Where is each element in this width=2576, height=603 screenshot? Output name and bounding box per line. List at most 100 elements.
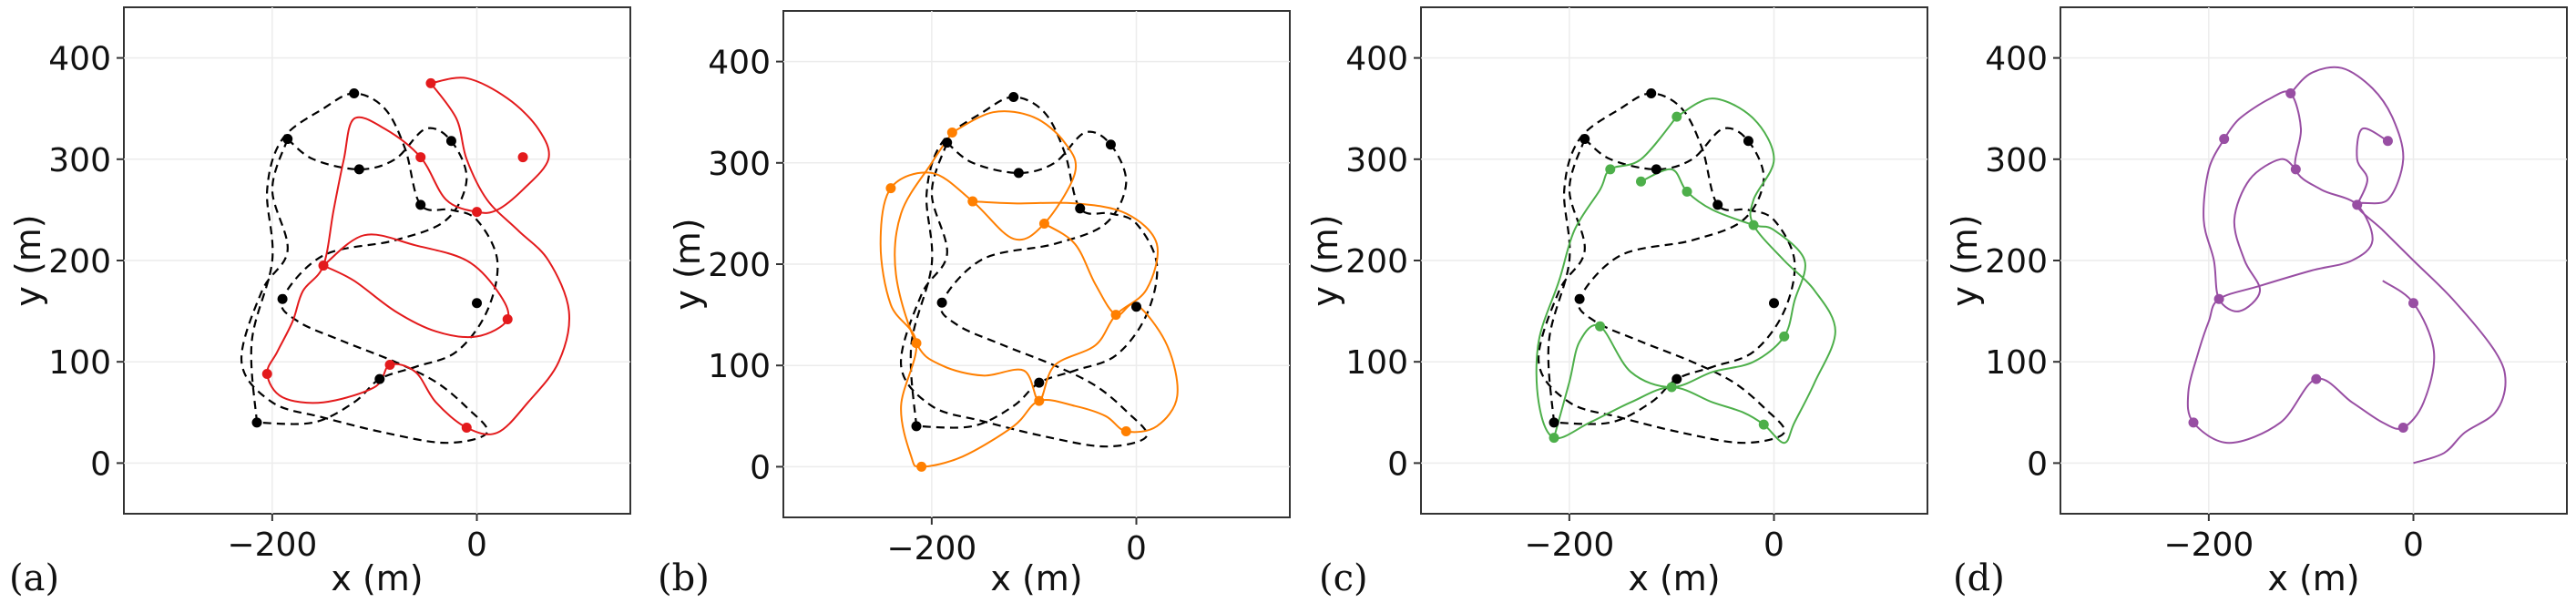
data-point: [1743, 136, 1753, 147]
y-tick-label: 400: [1345, 41, 1408, 78]
data-point: [1605, 164, 1616, 175]
y-tick-label: 0: [750, 449, 771, 486]
data-point: [472, 298, 483, 309]
data-point: [1595, 321, 1606, 332]
plot-content: [1535, 88, 1836, 445]
y-tick-label: 0: [90, 445, 111, 483]
data-point: [415, 152, 426, 163]
data-point: [425, 77, 436, 88]
y-tick-label: 0: [2027, 445, 2048, 483]
data-point: [2213, 293, 2224, 304]
y-tick-label: 100: [1345, 344, 1408, 382]
planned-trajectory: [2203, 138, 2296, 312]
data-point: [2285, 88, 2296, 99]
data-point: [1549, 433, 1559, 444]
data-point: [2290, 164, 2301, 175]
data-point: [1646, 88, 1657, 99]
data-point: [1110, 310, 1121, 321]
planned-trajectory: [2356, 127, 2388, 206]
panel-a: −200 0 0 100 200 300 400 x (m) y (m) (a): [8, 6, 631, 599]
data-point: [472, 207, 483, 218]
x-tick-label: 0: [2403, 526, 2424, 564]
data-point: [384, 360, 395, 371]
y-tick-label: 0: [1387, 445, 1408, 483]
panel-c: −200 0 0 100 200 300 400 x (m) y (m) (c): [1305, 6, 1928, 599]
y-tick-label: 200: [1985, 243, 2048, 281]
x-axis-title: x (m): [990, 558, 1082, 598]
y-tick-label: 300: [708, 146, 771, 183]
data-point: [1671, 111, 1682, 122]
reference-trajectory: [909, 96, 1159, 429]
reference-trajectory: [900, 130, 1149, 448]
panel-label: (b): [658, 557, 710, 599]
data-point: [916, 461, 927, 472]
y-tick-label: 100: [48, 344, 111, 382]
plot-content: [2186, 66, 2507, 465]
x-axis-title: x (m): [1628, 558, 1720, 598]
data-point: [936, 297, 947, 308]
planned-trajectory: [894, 131, 1159, 403]
y-tick-label: 200: [48, 243, 111, 281]
y-axis-title: y (m): [1945, 214, 1985, 306]
planned-trajectory: [266, 77, 570, 435]
panel-label: (a): [9, 557, 59, 599]
data-point: [911, 338, 922, 349]
data-point: [1671, 373, 1682, 384]
data-point: [1579, 134, 1590, 145]
data-point: [353, 164, 364, 175]
data-point: [967, 196, 978, 207]
data-point: [1651, 164, 1661, 175]
data-point: [2219, 134, 2230, 145]
data-point: [282, 134, 293, 145]
data-point: [1038, 219, 1049, 230]
data-point: [251, 417, 262, 428]
data-point: [517, 152, 528, 163]
x-tick-label: 0: [1763, 526, 1784, 564]
data-point: [946, 127, 957, 138]
data-point: [1549, 417, 1559, 428]
data-point: [2352, 199, 2363, 210]
data-point: [445, 136, 456, 147]
data-point: [1779, 331, 1790, 342]
data-point: [1034, 377, 1045, 388]
y-tick-label: 200: [708, 247, 771, 284]
data-point: [374, 373, 385, 384]
y-axis-title: y (m): [8, 214, 48, 306]
data-point: [1748, 220, 1759, 230]
data-point: [1712, 199, 1723, 210]
plot-content: [879, 92, 1179, 472]
data-point: [1758, 419, 1769, 430]
y-axis-title: y (m): [1305, 214, 1345, 306]
data-point: [1635, 176, 1646, 187]
planned-trajectory: [1535, 97, 1836, 445]
x-tick-label: −200: [1524, 526, 1614, 564]
data-point: [502, 313, 513, 324]
x-axis-title: x (m): [331, 558, 423, 598]
data-point: [911, 421, 922, 432]
y-tick-label: 400: [48, 41, 111, 78]
data-point: [1682, 186, 1692, 197]
data-point: [1666, 382, 1677, 393]
data-point: [1120, 425, 1131, 436]
plot-content: [240, 77, 570, 445]
x-tick-label: 0: [466, 526, 487, 564]
data-point: [942, 138, 953, 148]
y-tick-label: 300: [1345, 142, 1408, 179]
y-axis-title: y (m): [668, 218, 708, 310]
reference-trajectory: [1538, 127, 1786, 445]
y-tick-label: 400: [1985, 41, 2048, 78]
y-tick-label: 400: [708, 45, 771, 82]
data-point: [1105, 139, 1116, 150]
y-tick-label: 100: [708, 348, 771, 385]
data-point: [261, 369, 272, 380]
data-point: [2397, 422, 2408, 433]
reference-trajectory: [250, 92, 499, 425]
data-point: [1574, 293, 1585, 304]
data-point: [2382, 136, 2393, 147]
data-point: [885, 183, 896, 194]
data-point: [318, 261, 329, 271]
data-point: [1769, 298, 1780, 309]
y-tick-label: 100: [1985, 344, 2048, 382]
data-point: [2188, 417, 2199, 428]
